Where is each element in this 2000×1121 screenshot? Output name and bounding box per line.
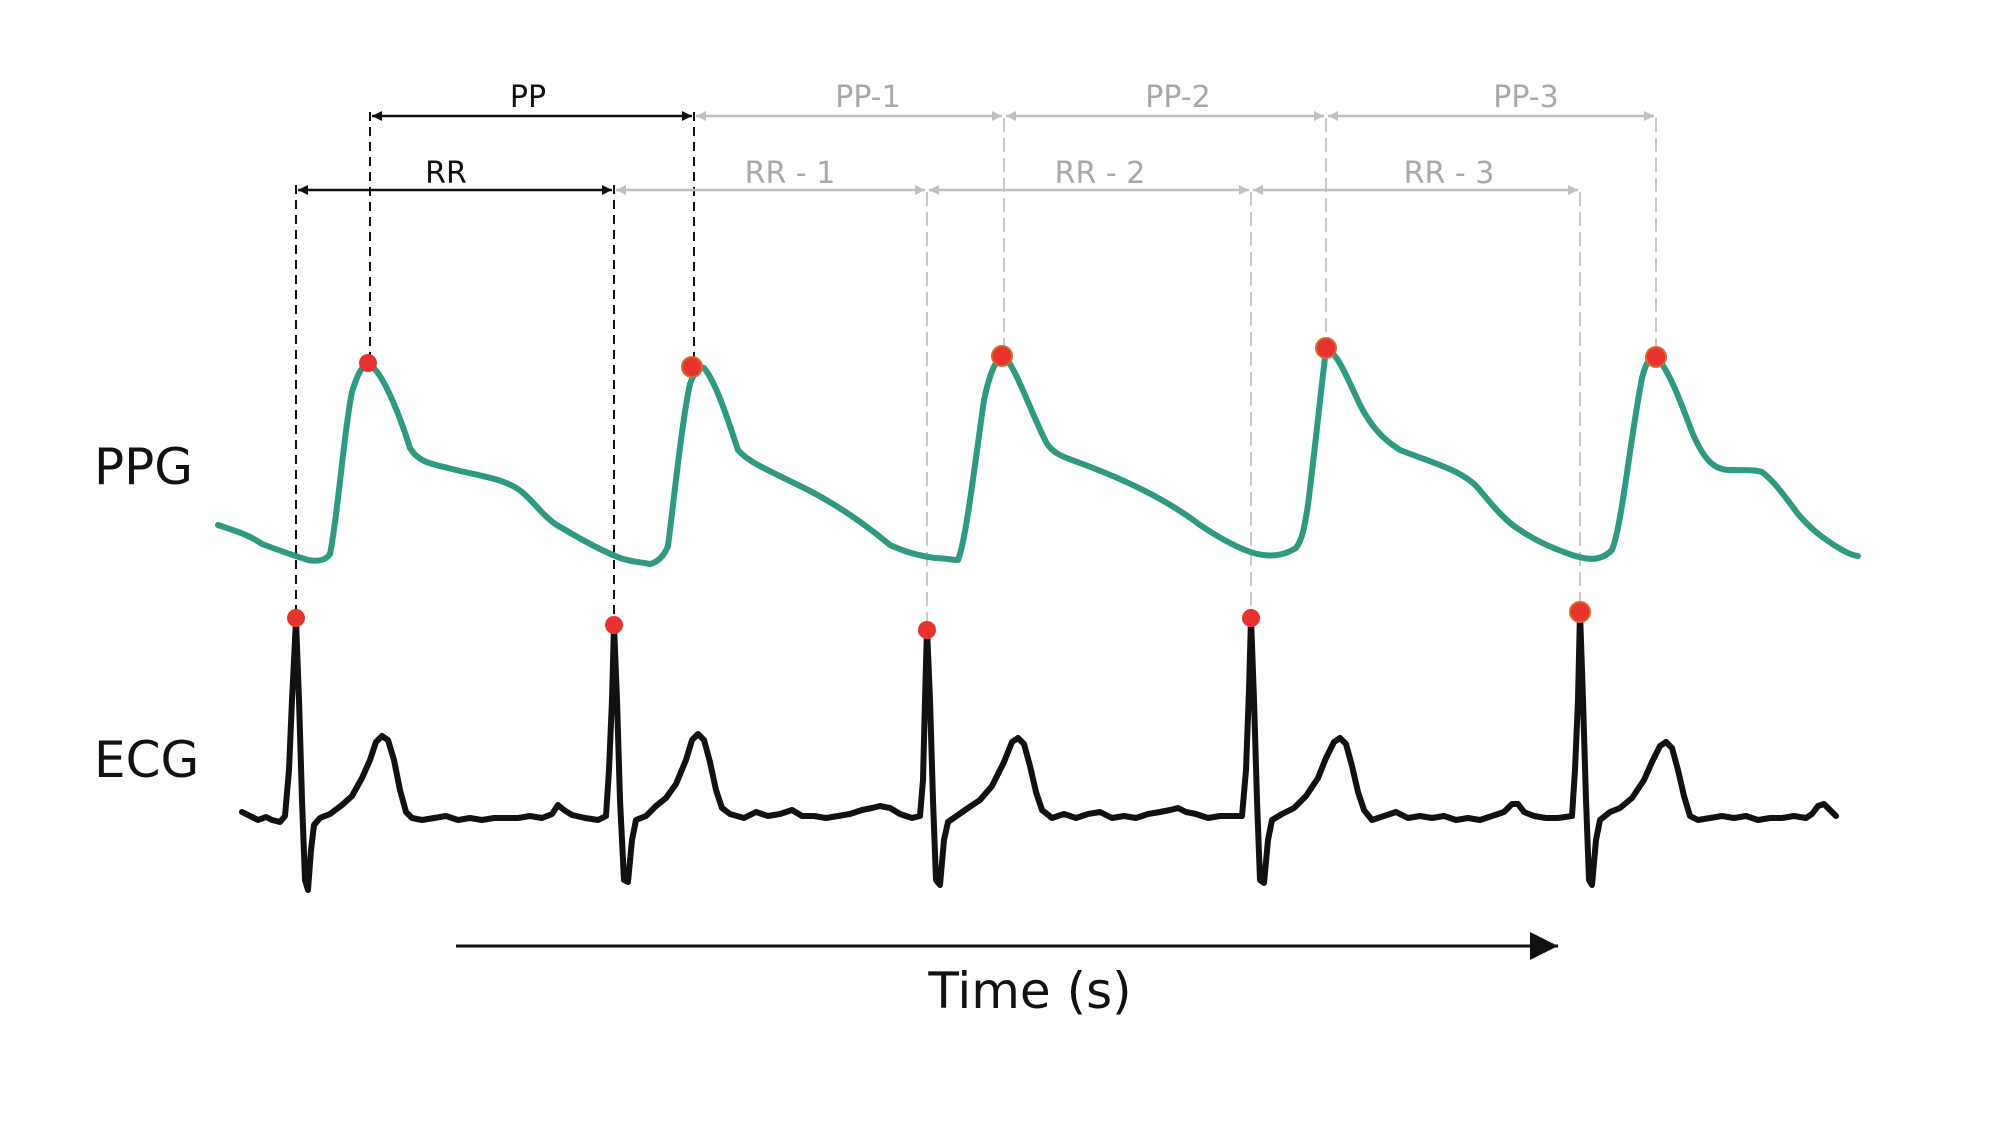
ecg-waveform: [239, 609, 1839, 893]
pp-2-label: PP-2: [1145, 80, 1210, 115]
ppg-peak-marker: [681, 356, 703, 378]
rr-1-label: RR - 1: [745, 156, 836, 191]
time-axis-label: Time (s): [927, 962, 1131, 1020]
ecg-row-label: ECG: [94, 731, 199, 789]
ecg-r-peak-marker: [1242, 609, 1260, 627]
rr-2-label: RR - 2: [1055, 156, 1146, 191]
ppg-peak-marker: [991, 345, 1013, 367]
pp-1-label: PP-1: [835, 80, 900, 115]
rr-label: RR: [425, 156, 467, 191]
pp-label: PP: [510, 80, 546, 115]
ecg-r-peak-marker: [287, 609, 305, 627]
ppg-peak-marker: [359, 354, 377, 372]
rr-3-label: RR - 3: [1404, 156, 1495, 191]
guide-lines: [295, 112, 1657, 628]
ppg-waveform: [215, 347, 1861, 567]
ecg-r-peak-marker: [605, 616, 623, 634]
pp-3-label: PP-3: [1493, 80, 1558, 115]
ppg-peak-marker: [1315, 337, 1337, 359]
interval-labels: PP PP-1 PP-2 PP-3 RR RR - 1 RR - 2 RR - …: [425, 80, 1559, 191]
ppg-peak-marker: [1645, 346, 1667, 368]
ppg-peak-markers: [359, 337, 1667, 378]
ecg-r-peak-marker: [1569, 601, 1591, 623]
ecg-r-peak-markers: [287, 601, 1591, 639]
ecg-r-peak-marker: [918, 621, 936, 639]
ppg-row-label: PPG: [94, 438, 193, 496]
